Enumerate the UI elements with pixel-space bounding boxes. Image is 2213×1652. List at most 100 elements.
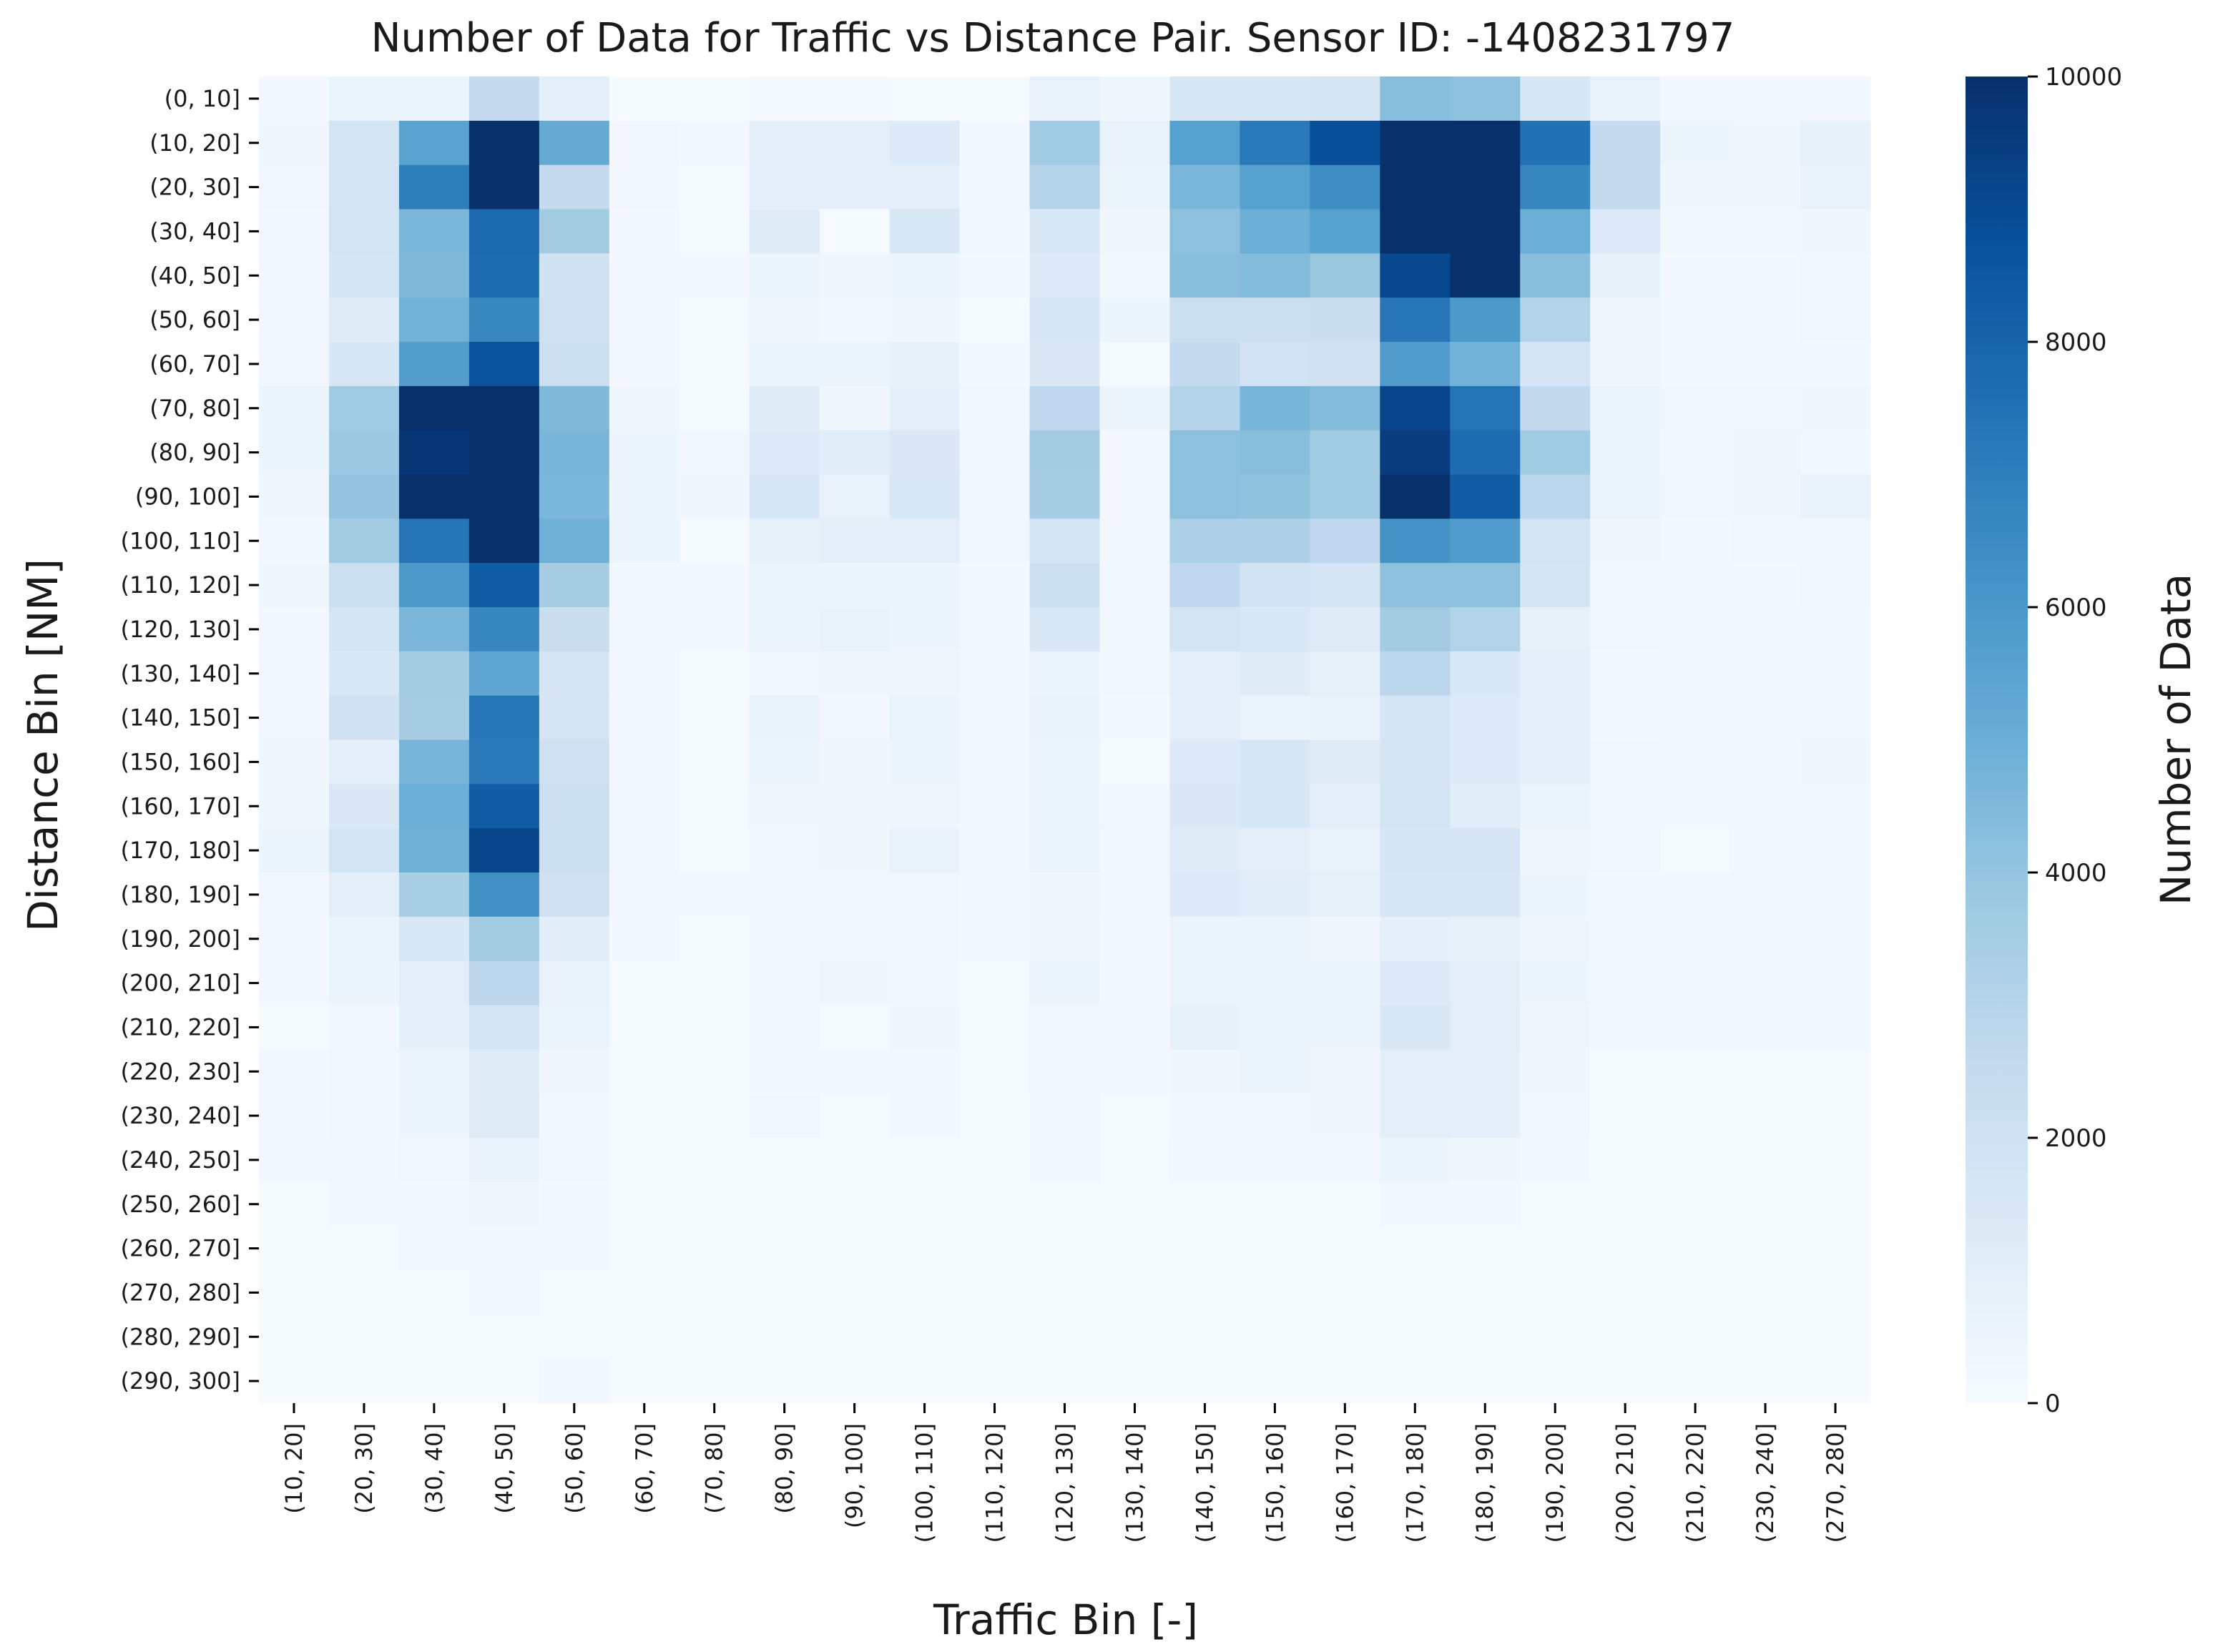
heatmap-cell [749, 695, 820, 741]
heatmap-cell [539, 1049, 610, 1094]
heatmap-cell [259, 563, 330, 608]
y-tick-label: (70, 80] [149, 395, 240, 422]
heatmap-cell [1660, 1270, 1731, 1315]
heatmap-cell [259, 1005, 330, 1050]
heatmap-cell [1660, 518, 1731, 564]
heatmap-cell [328, 298, 400, 343]
heatmap-cell [539, 1359, 610, 1404]
heatmap-cell [609, 430, 680, 476]
heatmap-cell [819, 960, 890, 1006]
heatmap-cell [259, 1270, 330, 1315]
heatmap-cell [1380, 960, 1451, 1006]
heatmap-cell [1240, 385, 1310, 431]
heatmap-cell [609, 916, 680, 962]
heatmap-cell [1380, 1359, 1451, 1404]
heatmap-cell [1099, 651, 1171, 697]
heatmap-cell [1169, 164, 1240, 210]
heatmap-cell [679, 960, 750, 1006]
heatmap-cell [1169, 1093, 1240, 1139]
colorbar: 0 2000 4000 6000 8000 10000 Number of Data [1966, 63, 2200, 1418]
heatmap-cell [328, 739, 400, 785]
heatmap-cell [468, 695, 540, 741]
heatmap-cell [679, 120, 750, 166]
y-tick-label: (210, 220] [121, 1013, 240, 1041]
heatmap-cell [1169, 385, 1240, 431]
heatmap-cell [959, 342, 1031, 387]
heatmap-cell [259, 828, 330, 873]
heatmap-cell [398, 1270, 470, 1315]
heatmap-cell [1450, 872, 1521, 918]
heatmap-cell [398, 253, 470, 298]
heatmap-cell [1310, 474, 1380, 519]
heatmap-cell [539, 1005, 610, 1050]
heatmap-cell [959, 120, 1031, 166]
heatmap-cell [1590, 120, 1661, 166]
heatmap-cell [1450, 1093, 1521, 1139]
heatmap-cell [1380, 1049, 1451, 1094]
heatmap-cell [1800, 607, 1871, 652]
heatmap-cell [468, 253, 540, 298]
heatmap-cell [1730, 120, 1801, 166]
heatmap-cell [749, 342, 820, 387]
heatmap-cell [679, 828, 750, 873]
heatmap-cell [328, 1138, 400, 1183]
heatmap-cell [1590, 651, 1661, 697]
heatmap-cell [609, 828, 680, 873]
heatmap-cell [609, 120, 680, 166]
heatmap-cell [1660, 607, 1731, 652]
heatmap-cell [1450, 164, 1521, 210]
y-tick-label: (10, 20] [149, 129, 240, 157]
heatmap-cell [1520, 253, 1591, 298]
heatmap-cell [609, 739, 680, 785]
heatmap-cell [819, 385, 890, 431]
heatmap-cell [1169, 1314, 1240, 1360]
heatmap-cell [959, 1049, 1031, 1094]
heatmap-cell [1029, 1270, 1101, 1315]
heatmap-cell [609, 563, 680, 608]
heatmap-cell [328, 872, 400, 918]
heatmap-cells [259, 77, 1871, 1404]
heatmap-cell [1730, 1049, 1801, 1094]
x-tick-label: (150, 160] [1261, 1423, 1288, 1543]
heatmap-cell [959, 828, 1031, 873]
heatmap-cell [679, 916, 750, 962]
x-tick-label: (120, 130] [1051, 1423, 1079, 1543]
heatmap-cell [468, 518, 540, 564]
heatmap-cell [328, 1181, 400, 1227]
heatmap-cell [1169, 695, 1240, 741]
heatmap-cell [468, 872, 540, 918]
heatmap-cell [819, 739, 890, 785]
heatmap-cell [1169, 474, 1240, 519]
heatmap-cell [1240, 1270, 1310, 1315]
heatmap-cell [259, 1181, 330, 1227]
heatmap-cell [959, 695, 1031, 741]
heatmap-cell [1590, 607, 1661, 652]
heatmap-cell [1099, 784, 1171, 829]
heatmap-cell [1240, 651, 1310, 697]
heatmap-cell [1730, 209, 1801, 254]
heatmap-cell [959, 1005, 1031, 1050]
heatmap-cell [959, 77, 1031, 122]
heatmap-cell [1169, 563, 1240, 608]
x-tick-label: (30, 40] [421, 1423, 448, 1514]
heatmap-cell [749, 563, 820, 608]
heatmap-cell [1310, 784, 1380, 829]
heatmap-cell [959, 474, 1031, 519]
heatmap-cell [539, 518, 610, 564]
heatmap-cell [1800, 563, 1871, 608]
heatmap-cell [539, 298, 610, 343]
heatmap-cell [959, 253, 1031, 298]
heatmap-cell [1380, 1226, 1451, 1272]
x-tick-label: (60, 70] [631, 1423, 658, 1514]
heatmap-cell [1169, 77, 1240, 122]
heatmap-cell [1520, 695, 1591, 741]
colorbar-tick-label: 0 [2045, 1390, 2061, 1418]
heatmap-cell [468, 298, 540, 343]
heatmap-cell [819, 1138, 890, 1183]
heatmap-cell [1730, 1181, 1801, 1227]
y-tick-label: (0, 10] [165, 85, 240, 112]
heatmap-cell [1099, 1093, 1171, 1139]
x-tick-label: (180, 190] [1471, 1423, 1498, 1543]
heatmap-cell [1730, 253, 1801, 298]
heatmap-cell [1310, 1359, 1380, 1404]
